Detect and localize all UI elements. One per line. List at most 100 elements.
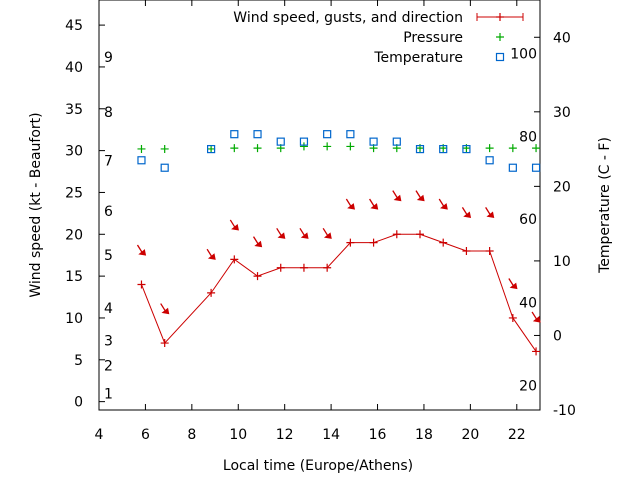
wind-direction-arrowhead xyxy=(277,232,286,239)
y-tick-label: 15 xyxy=(65,269,83,285)
pressure-point xyxy=(299,142,308,151)
beaufort-label: 8 xyxy=(104,105,113,121)
legend-label: Pressure xyxy=(403,30,463,46)
y-tick-label: 40 xyxy=(65,60,83,76)
wind-direction-arrowhead xyxy=(393,194,402,202)
wind-speed-line xyxy=(141,233,537,352)
fahrenheit-label: 100 xyxy=(510,47,537,63)
y-tick-label: 45 xyxy=(65,18,83,34)
wind-direction-arrowhead xyxy=(532,316,541,323)
y2-tick-label: 40 xyxy=(553,30,571,46)
wind-speed-point xyxy=(392,230,401,239)
y-tick-label: 25 xyxy=(65,185,83,201)
y-tick-label: 30 xyxy=(65,144,83,160)
wind-speed-point xyxy=(416,230,425,239)
beaufort-label: 6 xyxy=(104,204,113,220)
fahrenheit-labels: 20 40 60 80 100 xyxy=(510,47,537,395)
x-tick-label: 12 xyxy=(276,427,294,443)
pressure-point xyxy=(230,144,239,153)
wind-speed-point xyxy=(207,288,216,297)
y2-tick-label: -10 xyxy=(553,403,576,419)
axes-layer: 4 6 8 10 12 14 16 18 20 22051015202530354045-1001… xyxy=(65,0,576,443)
legend-marker xyxy=(495,52,505,62)
beaufort-label: 2 xyxy=(104,359,113,375)
x-tick-label: 16 xyxy=(369,427,387,443)
y-tick-label: 0 xyxy=(74,395,83,411)
temperature-point xyxy=(485,156,494,165)
y2-tick-label: 20 xyxy=(553,179,571,195)
beaufort-label: 7 xyxy=(104,154,113,170)
pressure-point xyxy=(323,142,332,151)
pressure-point xyxy=(532,144,541,153)
temperature-point xyxy=(439,144,448,154)
pressure-point xyxy=(485,144,494,153)
wind-speed-point xyxy=(230,255,239,264)
wind-speed-point xyxy=(439,238,448,247)
legend: Wind speed, gusts, and direction Pressure… xyxy=(233,10,524,66)
pressure-point xyxy=(508,144,517,153)
pressure-point xyxy=(253,144,262,153)
temperature-point xyxy=(369,137,378,146)
temperature-point xyxy=(137,156,146,165)
wind-direction-arrowhead xyxy=(440,203,448,210)
wind-direction-arrowhead xyxy=(509,282,518,290)
fahrenheit-label: 80 xyxy=(519,129,537,145)
fahrenheit-label: 20 xyxy=(519,378,537,394)
pressure-point xyxy=(346,142,355,151)
legend-label: Temperature xyxy=(373,50,463,66)
pressure-point xyxy=(207,144,216,153)
x-tick-label: 8 xyxy=(187,427,196,443)
x-tick-label: 4 xyxy=(95,427,104,443)
beaufort-labels: 1 2 3 4 5 6 7 8 9 xyxy=(104,50,113,402)
wind-direction-arrowhead xyxy=(486,211,495,218)
pressure-point xyxy=(137,144,146,153)
fahrenheit-label: 60 xyxy=(519,212,537,228)
wind-speed-point xyxy=(532,347,541,356)
wind-speed-point xyxy=(462,247,471,256)
plot-border xyxy=(98,0,541,411)
wind-speed-point xyxy=(323,263,332,272)
temperature-point xyxy=(323,130,332,139)
wind-speed-point xyxy=(299,263,308,272)
x-tick-label: 14 xyxy=(322,427,340,443)
wind-direction-arrowhead xyxy=(370,203,379,210)
temperature-point xyxy=(531,163,541,172)
wind-direction-arrowhead xyxy=(347,203,356,210)
legend-label: Wind speed, gusts, and direction xyxy=(233,10,463,26)
y-axis-label: Wind speed (kt - Beaufort) xyxy=(28,112,44,297)
beaufort-label: 1 xyxy=(104,386,113,402)
temperature-point xyxy=(207,144,216,154)
y-tick-label: 5 xyxy=(74,353,83,369)
y-tick-label: 20 xyxy=(65,227,83,243)
wind-direction-arrowhead xyxy=(231,224,239,231)
wind-direction-arrowhead xyxy=(207,253,216,260)
beaufort-label: 4 xyxy=(104,301,113,317)
temperature-point xyxy=(299,137,309,146)
pressure-point xyxy=(160,144,169,153)
x-tick-label: 6 xyxy=(141,427,150,443)
wind-direction-arrowhead xyxy=(254,240,263,248)
wind-direction-arrowhead xyxy=(416,194,425,202)
temperature-point xyxy=(392,137,401,146)
temperature-point xyxy=(276,137,285,146)
beaufort-label: 3 xyxy=(104,334,113,350)
y2-tick-label: 0 xyxy=(553,328,562,344)
y2-axis-label: Temperature (C - F) xyxy=(597,137,613,274)
y2-tick-label: 10 xyxy=(553,254,571,270)
temperature-point xyxy=(415,144,425,154)
x-axis-label: Local time (Europe/Athens) xyxy=(223,458,413,474)
wind-speed-point xyxy=(485,247,494,256)
temperature-point xyxy=(346,130,355,139)
temperature-point xyxy=(462,144,471,154)
fahrenheit-label: 40 xyxy=(519,296,537,312)
temperature-point xyxy=(508,163,517,172)
x-tick-label: 18 xyxy=(415,427,433,443)
x-tick-label: 10 xyxy=(229,427,247,443)
wind-direction-arrowhead xyxy=(138,249,147,256)
wind-direction-arrowhead xyxy=(323,232,332,239)
series-layer xyxy=(136,130,541,356)
wind-speed-point xyxy=(160,339,169,348)
wind-direction-arrowhead xyxy=(161,307,170,315)
wind-direction-arrowhead xyxy=(300,232,309,239)
